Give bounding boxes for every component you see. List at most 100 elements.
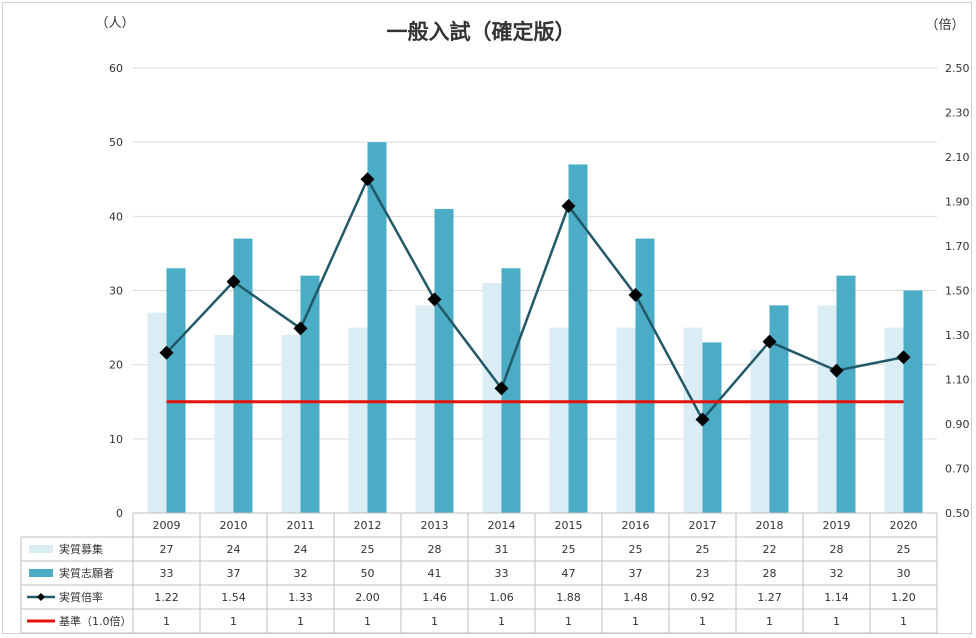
data-label: 1 (900, 615, 907, 628)
y-right-tick-label: 2.30 (945, 107, 970, 120)
data-label: 1 (230, 615, 237, 628)
data-label: 1 (498, 615, 505, 628)
data-label: 1 (632, 615, 639, 628)
x-tick-label: 2012 (354, 519, 382, 532)
bar (214, 335, 234, 513)
data-label: 32 (294, 567, 308, 580)
series-line (165, 176, 904, 422)
data-label: 1 (766, 615, 773, 628)
bar (233, 238, 253, 514)
point-marker (561, 198, 576, 213)
data-label: 1.20 (891, 591, 916, 604)
data-label: 1.22 (154, 591, 179, 604)
x-tick-label: 2010 (220, 519, 248, 532)
point-marker (628, 287, 643, 302)
data-label: 1.54 (221, 591, 246, 604)
bar (769, 305, 789, 513)
point-marker (829, 363, 844, 378)
lines (159, 172, 911, 427)
legend-marker (37, 593, 45, 601)
y-right-tick-label: 2.10 (945, 151, 970, 164)
data-label: 22 (763, 543, 777, 556)
bar (434, 208, 454, 513)
bar (750, 349, 770, 513)
data-label: 1.27 (757, 591, 782, 604)
point-marker (159, 345, 174, 360)
bar (348, 327, 368, 513)
left-axis-unit: （人） (95, 16, 134, 31)
bar (166, 268, 186, 513)
point-marker (226, 274, 241, 289)
data-label: 1 (297, 615, 304, 628)
data-label: 1.46 (422, 591, 447, 604)
legend-label: 実質募集 (59, 542, 103, 556)
bar (568, 164, 588, 513)
y-right-tick-label: 2.50 (945, 62, 970, 75)
data-label: 33 (160, 567, 174, 580)
data-label: 24 (294, 543, 308, 556)
x-tick-label: 2017 (689, 519, 717, 532)
data-label: 24 (227, 543, 241, 556)
bar (635, 238, 655, 514)
data-label: 0.92 (690, 591, 715, 604)
point-marker (293, 321, 308, 336)
data-label: 23 (696, 567, 710, 580)
data-label: 1 (833, 615, 840, 628)
data-label: 31 (495, 543, 509, 556)
data-label: 1 (364, 615, 371, 628)
bar (501, 268, 521, 513)
data-label: 25 (897, 543, 911, 556)
bar (817, 305, 837, 513)
data-label: 47 (562, 567, 576, 580)
bar (367, 142, 387, 513)
bar (616, 327, 636, 513)
point-marker (494, 381, 509, 396)
data-label: 25 (696, 543, 710, 556)
y-left-tick-label: 20 (109, 359, 123, 372)
x-tick-label: 2016 (622, 519, 650, 532)
chart-title: 一般入試（確定版） (387, 20, 576, 44)
y-right-tick-label: 1.10 (945, 374, 970, 387)
bar (415, 305, 435, 513)
data-table: 2009 2010 2011 2012 2013 2014 2015 2016 2017 2018… (20, 512, 938, 634)
data-label: 27 (160, 543, 174, 556)
y-right-tick-label: 0.70 (945, 463, 970, 476)
bar (836, 275, 856, 513)
gridlines (133, 67, 937, 514)
data-label: 25 (562, 543, 576, 556)
y-right-tick-label: 1.50 (945, 285, 970, 298)
legend-swatch (29, 545, 53, 553)
data-label: 1.14 (824, 591, 849, 604)
x-tick-label: 2019 (823, 519, 851, 532)
data-label: 50 (361, 567, 375, 580)
bar (683, 327, 703, 513)
bar (300, 275, 320, 513)
point-marker (360, 172, 375, 187)
data-label: 28 (428, 543, 442, 556)
point-marker (695, 412, 710, 427)
legend-label: 基準（1.0倍） (59, 614, 132, 628)
data-label: 2.00 (355, 591, 380, 604)
x-tick-label: 2020 (890, 519, 918, 532)
x-tick-label: 2009 (153, 519, 181, 532)
legend-label: 実質志願者 (59, 566, 114, 580)
y-right-tick-label: 1.90 (945, 196, 970, 209)
data-label: 28 (763, 567, 777, 580)
data-label: 37 (227, 567, 241, 580)
x-tick-label: 2014 (488, 519, 516, 532)
data-label: 25 (361, 543, 375, 556)
data-label: 32 (830, 567, 844, 580)
data-label: 1.33 (288, 591, 313, 604)
bar (482, 283, 502, 513)
data-label: 1.88 (556, 591, 581, 604)
y-right-tick-label: 1.70 (945, 240, 970, 253)
bars (147, 142, 923, 514)
y-left-tick-label: 50 (109, 136, 123, 149)
y-left-tick-label: 0 (116, 507, 123, 520)
y-right-tick-label: 0.50 (945, 507, 970, 520)
y-left-tick-label: 30 (109, 285, 123, 298)
data-label: 28 (830, 543, 844, 556)
legend-swatch (29, 569, 53, 577)
bar (281, 335, 301, 513)
